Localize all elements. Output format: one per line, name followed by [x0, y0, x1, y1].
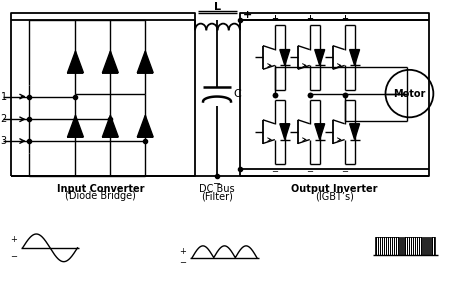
Text: L: L	[214, 1, 221, 12]
Polygon shape	[137, 51, 153, 73]
Polygon shape	[103, 51, 118, 73]
Text: (Filter): (Filter)	[201, 191, 233, 201]
Polygon shape	[350, 124, 360, 140]
Text: (IGBT’s): (IGBT’s)	[315, 191, 354, 201]
Text: −: −	[306, 167, 313, 176]
Text: Motor: Motor	[393, 88, 426, 99]
Polygon shape	[315, 124, 325, 140]
Polygon shape	[315, 50, 325, 65]
Text: −: −	[179, 258, 186, 267]
Text: −: −	[9, 252, 17, 261]
Polygon shape	[103, 115, 118, 137]
Text: 2: 2	[1, 114, 7, 124]
Text: −: −	[213, 178, 221, 189]
Polygon shape	[280, 50, 290, 65]
Text: 3: 3	[1, 136, 7, 146]
Polygon shape	[280, 124, 290, 140]
Text: DC Bus: DC Bus	[199, 183, 235, 194]
Polygon shape	[350, 50, 360, 65]
Text: Input Converter: Input Converter	[57, 183, 144, 194]
Text: +: +	[243, 10, 252, 20]
Text: 1: 1	[1, 91, 7, 101]
Polygon shape	[68, 115, 83, 137]
Text: (Diode Bridge): (Diode Bridge)	[65, 191, 136, 201]
Text: +: +	[341, 14, 348, 23]
Text: −: −	[341, 167, 348, 176]
Text: Output Inverter: Output Inverter	[292, 183, 378, 194]
Polygon shape	[137, 115, 153, 137]
Text: −: −	[271, 167, 279, 176]
Text: C: C	[233, 88, 241, 99]
Text: +: +	[10, 235, 17, 244]
Text: +: +	[271, 14, 279, 23]
Text: +: +	[306, 14, 313, 23]
Polygon shape	[68, 51, 83, 73]
Text: +: +	[179, 247, 186, 256]
